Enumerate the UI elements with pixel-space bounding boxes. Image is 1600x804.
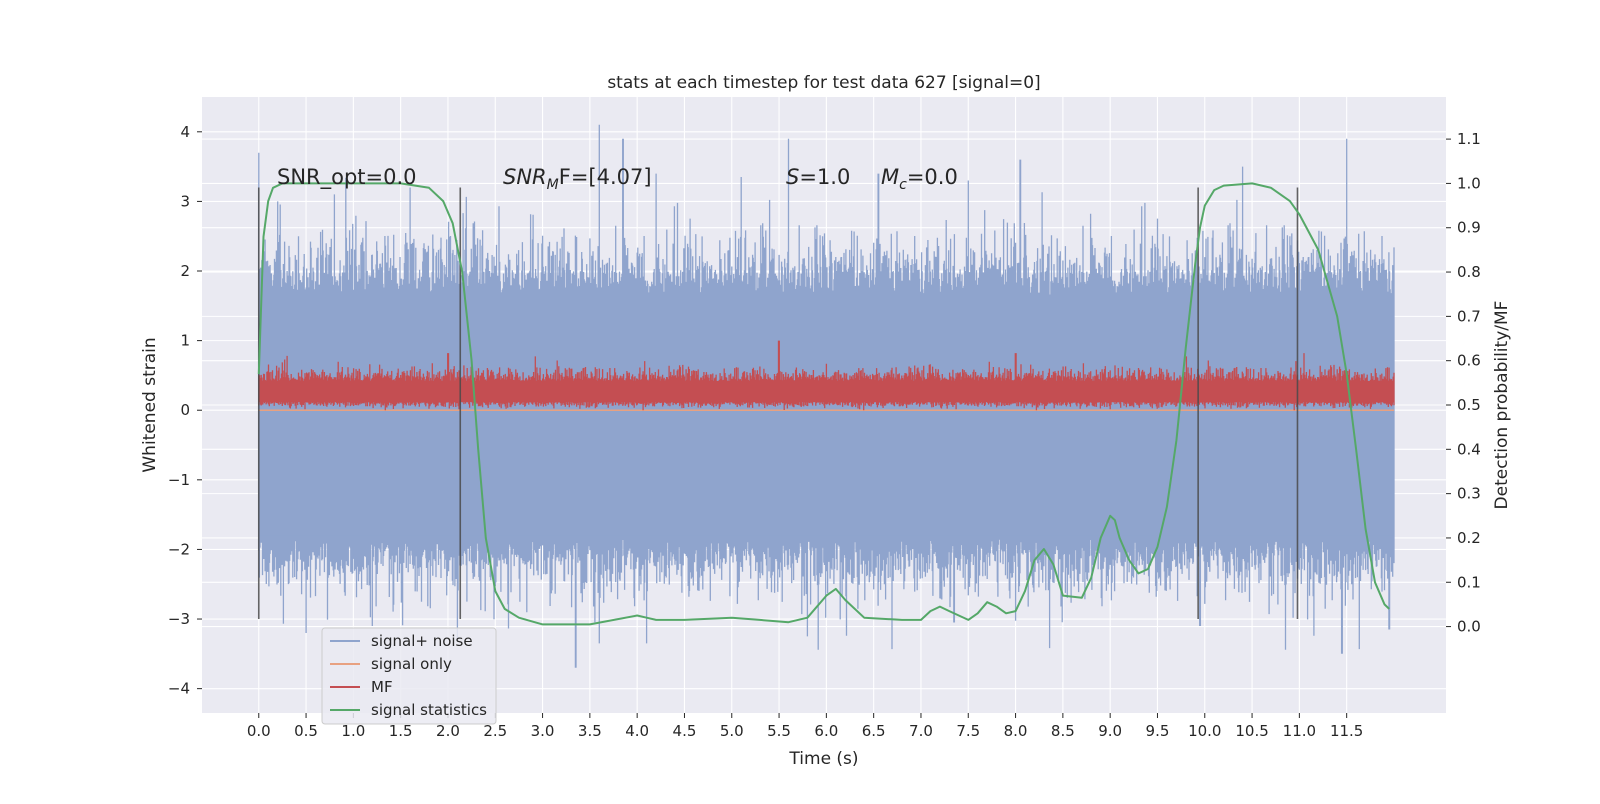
y-tick-label: 4 [180,123,190,141]
y2-tick-label: 0.0 [1457,618,1481,636]
x-tick-label: 2.5 [483,722,507,740]
x-tick-label: 9.5 [1146,722,1170,740]
y-tick-label: 3 [180,192,190,210]
annotation-snr-mf-tail: F=[4.07] [559,165,652,189]
y-ticks-left: 4 3 2 1 0 −1 −2 −3 −4 [168,123,202,698]
x-tick-label: 3.5 [578,722,602,740]
y-tick-label: −1 [168,471,190,489]
chart-title: stats at each timestep for test data 627… [607,73,1040,93]
y2-tick-label: 0.7 [1457,307,1481,325]
x-axis-label: Time (s) [788,749,858,769]
mf-core [258,380,1394,402]
y2-tick-label: 0.9 [1457,219,1481,237]
y-tick-label: 2 [180,262,190,280]
y2-tick-label: 1.1 [1457,130,1481,148]
x-tick-label: 4.5 [673,722,697,740]
legend-label-noise: signal+ noise [371,632,473,650]
stat-series [257,182,1390,626]
x-ticks: 0.0 0.5 1.0 1.5 2.0 2.5 3.0 3.5 4.0 4.5 5.0 5.5 6.0 6… [247,713,1363,740]
y-axis-label-right: Detection probability/MF [1492,301,1512,510]
annotation-mc-tail: =0.0 [907,165,958,189]
signal-statistics-line [257,182,1390,626]
y-tick-label: −3 [168,610,190,628]
annotation-mc-main: M [881,165,899,189]
legend-frame [321,627,497,725]
y2-tick-label: 0.6 [1457,352,1481,370]
y-axis-label: Whitened strain [140,337,160,472]
x-tick-label: 11.0 [1283,722,1316,740]
annotation-s: S=1.0 [786,165,850,189]
x-tick-label: 3.0 [531,722,555,740]
x-tick-label: 1.5 [389,722,413,740]
annotation-s-tail: =1.0 [799,165,850,189]
y-ticks-right: 1.1 1.0 0.9 0.8 0.7 0.6 0.5 0.4 0.3 0.2 0.1 0.0 [1446,130,1481,636]
annotation-snr-mf-main: SNR [503,165,547,189]
y2-tick-label: 1.0 [1457,174,1481,192]
y-tick-label: 1 [180,332,190,350]
y2-tick-label: 0.5 [1457,396,1481,414]
annotation-snr-mf-sub: M [547,177,559,193]
annotation-s-main: S [786,165,799,189]
x-tick-label: 6.0 [814,722,838,740]
x-tick-label: 8.5 [1051,722,1075,740]
x-tick-label: 2.0 [436,722,460,740]
annotation-snr-mf: SNRMF=[4.07] [503,165,652,193]
y-tick-label: −2 [168,540,190,558]
x-tick-label: 7.0 [909,722,933,740]
annotation-snr-opt: SNR_opt=0.0 [277,165,417,190]
x-tick-label: 8.0 [1004,722,1028,740]
mf-series [258,340,1395,411]
x-tick-label: 6.5 [862,722,886,740]
y-tick-label: −4 [168,680,190,698]
x-tick-label: 7.5 [956,722,980,740]
x-tick-label: 5.5 [767,722,791,740]
annotation-mc: Mc=0.0 [881,165,958,193]
x-tick-label: 0.0 [247,722,271,740]
legend-label-signal: signal only [371,655,452,673]
x-tick-label: 5.0 [720,722,744,740]
annotation-mc-sub: c [899,177,907,193]
x-tick-label: 11.5 [1330,722,1363,740]
y2-tick-label: 0.1 [1457,573,1481,591]
noise-core [258,330,1394,536]
legend: signal+ noise signal only MF signal stat… [321,627,497,725]
x-tick-label: 1.0 [341,722,365,740]
x-tick-label: 10.5 [1235,722,1268,740]
x-tick-label: 9.0 [1098,722,1122,740]
legend-label-stat: signal statistics [371,701,487,719]
x-tick-label: 4.0 [625,722,649,740]
y2-tick-label: 0.4 [1457,440,1481,458]
y-tick-label: 0 [180,401,190,419]
y2-tick-label: 0.2 [1457,529,1481,547]
legend-label-mf: MF [371,678,393,696]
y2-tick-label: 0.8 [1457,263,1481,281]
y2-tick-label: 0.3 [1457,485,1481,503]
x-tick-label: 0.5 [294,722,318,740]
x-tick-label: 10.0 [1188,722,1221,740]
